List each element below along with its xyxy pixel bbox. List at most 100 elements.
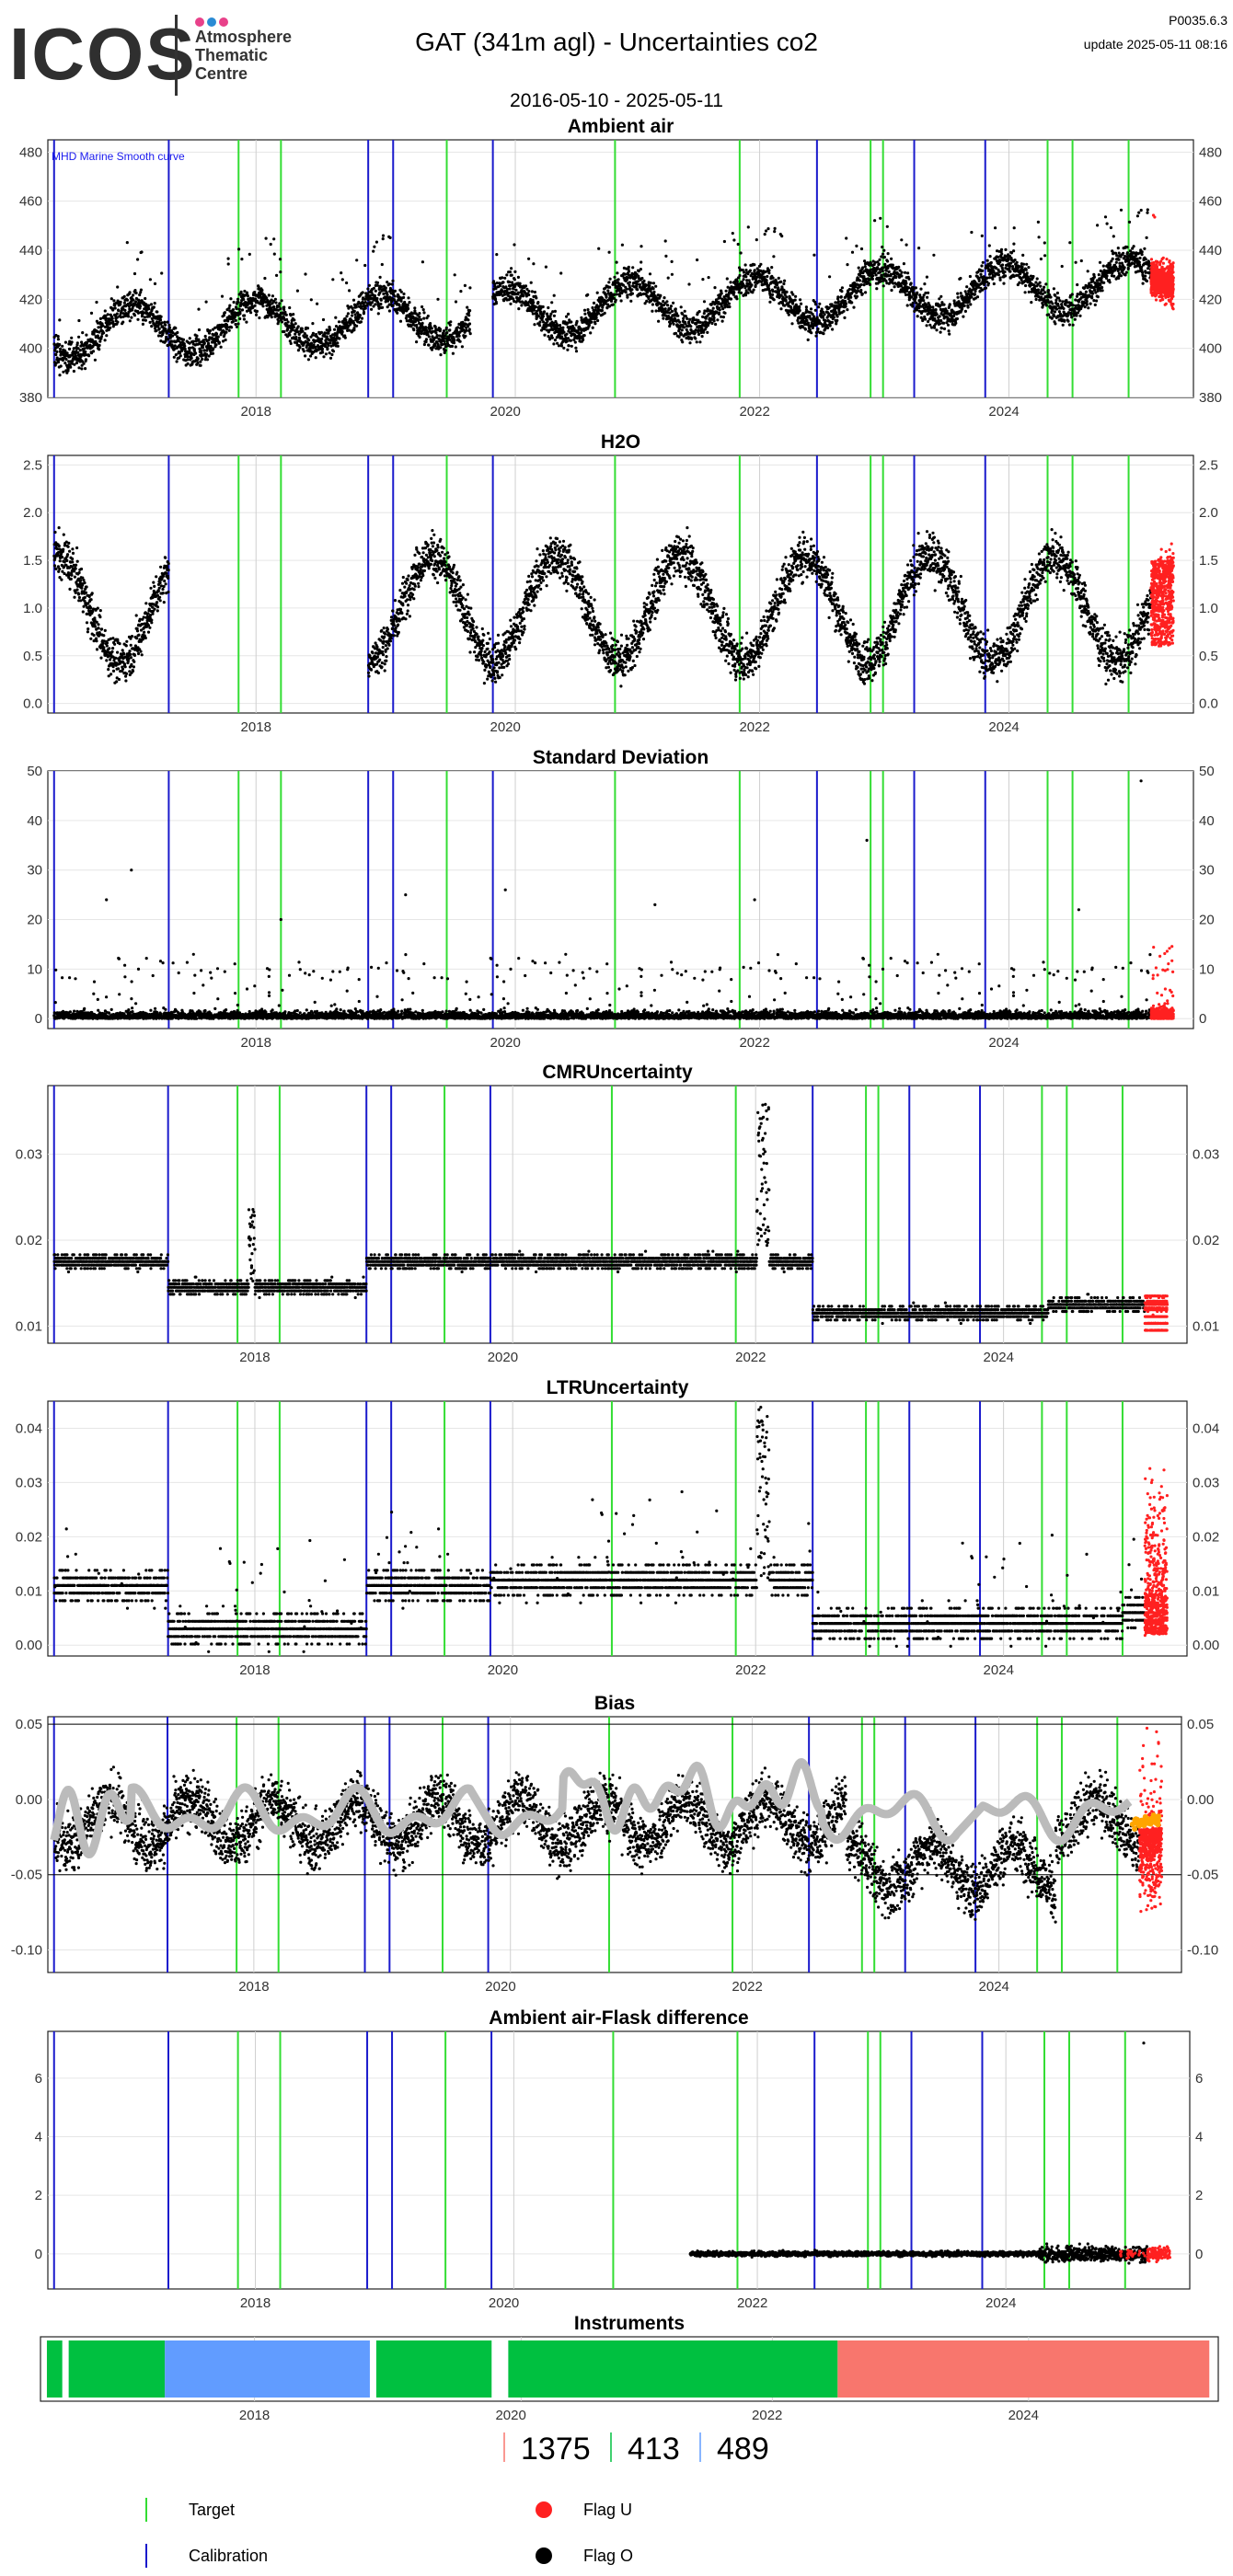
plot-area <box>48 455 1193 713</box>
plot-area <box>48 1717 1181 1972</box>
y-tick-label-right: 50 <box>1199 764 1215 779</box>
y-tick-label: 0 <box>35 1011 42 1027</box>
x-tick-label: 2024 <box>988 404 1019 420</box>
chart-title: Bias <box>594 1693 635 1714</box>
y-tick-label-right: 0.0 <box>1199 696 1218 712</box>
flag-u-points <box>1119 2245 1171 2264</box>
version-label: P0035.6.3 <box>1169 13 1227 28</box>
x-tick-label: 2024 <box>984 1350 1014 1365</box>
flag-u-points <box>1149 945 1175 1020</box>
chart-title: Instruments <box>574 2313 685 2334</box>
update-timestamp: update 2025-05-11 08:16 <box>1083 37 1227 52</box>
x-tick-label: 2022 <box>739 404 769 420</box>
y-tick-label: -0.05 <box>11 1868 42 1883</box>
x-tick-label: 2020 <box>490 404 520 420</box>
y-tick-label-right: 460 <box>1199 194 1222 210</box>
x-tick-label: 2022 <box>735 1662 766 1678</box>
y-tick-label-right: 0 <box>1195 2247 1203 2262</box>
y-tick-label-right: 440 <box>1199 243 1222 259</box>
y-tick-label: 1.0 <box>23 601 42 616</box>
flag-o-points <box>52 526 1153 688</box>
y-tick-label: 440 <box>19 243 42 259</box>
flag-u-points <box>1143 1294 1170 1332</box>
y-tick-label-right: 2.5 <box>1199 457 1218 473</box>
flag-o-points <box>688 2041 1149 2265</box>
y-tick-label: 0.05 <box>16 1717 42 1732</box>
x-tick-label: 2018 <box>239 1662 270 1678</box>
chart-bias: Bias -0.10 -0.10 -0.05 -0.05 0.00 0.00 0.05 0.05… <box>11 1693 1218 1995</box>
y-tick-label-right: -0.10 <box>1187 1942 1218 1958</box>
x-tick-label: 2018 <box>241 1035 271 1051</box>
legend-flag-u-swatch <box>536 2501 552 2518</box>
flag-u-points <box>1143 1466 1169 1638</box>
y-tick-label: 0.00 <box>16 1792 42 1808</box>
y-tick-label-right: 0.00 <box>1193 1638 1219 1653</box>
x-tick-label: 2022 <box>735 1350 766 1365</box>
plot-area <box>48 1086 1187 1343</box>
chart-title: Standard Deviation <box>533 747 709 768</box>
y-tick-label: 0.03 <box>16 1147 42 1163</box>
y-tick-label-right: 400 <box>1199 341 1222 357</box>
instrument-segment <box>165 2340 370 2398</box>
y-tick-label: 0.03 <box>16 1475 42 1490</box>
flag-o-points <box>52 779 1153 1020</box>
y-tick-label: 2 <box>35 2188 42 2203</box>
bias-smooth-curve <box>50 1758 1133 1858</box>
logo-subtitle: Atmosphere Thematic Centre <box>195 28 292 83</box>
y-tick-label-right: 40 <box>1199 813 1215 829</box>
bias-orange-points <box>1129 1812 1161 1832</box>
plot-frame <box>47 1400 1188 1657</box>
y-tick-label: 420 <box>19 292 42 307</box>
plot-area <box>48 771 1193 1029</box>
plot-area <box>48 1401 1187 1656</box>
plot-frame <box>47 454 1194 714</box>
y-tick-label: 480 <box>19 144 42 160</box>
x-tick-label: 2020 <box>490 719 520 735</box>
flag-u-points <box>1149 542 1175 648</box>
x-tick-label: 2022 <box>739 719 769 735</box>
flag-o-points <box>52 208 1153 377</box>
icos-logo: ICOS <box>9 13 197 95</box>
chart-title: CMRUncertainty <box>542 1062 693 1083</box>
y-tick-label: 400 <box>19 341 42 357</box>
plot-frame <box>47 2030 1191 2290</box>
y-tick-label-right: 20 <box>1199 913 1215 928</box>
y-tick-label: 0.0 <box>23 696 42 712</box>
chart-title: Ambient air-Flask difference <box>489 2007 748 2029</box>
y-tick-label-right: 1.5 <box>1199 553 1218 569</box>
logo-divider <box>175 15 178 96</box>
y-tick-label-right: 380 <box>1199 390 1222 406</box>
chart-annotation: MHD Marine Smooth curve <box>52 150 185 163</box>
instrument-count: 489 <box>717 2432 769 2467</box>
legend-calibration-swatch <box>145 2544 147 2568</box>
logo-dot <box>219 17 228 27</box>
y-tick-label-right: 0.05 <box>1187 1717 1214 1732</box>
instrument-segment <box>46 2340 63 2398</box>
y-tick-label: 40 <box>27 813 42 829</box>
instrument-segment <box>837 2340 1210 2398</box>
y-tick-label: 50 <box>27 764 42 779</box>
y-tick-label: 30 <box>27 863 42 879</box>
chart-title: LTRUncertainty <box>547 1377 689 1398</box>
chart-ltr: LTRUncertainty 0.00 0.00 0.01 0.01 0.02 0.02 0.… <box>16 1377 1219 1678</box>
y-tick-label-right: 0.01 <box>1193 1583 1219 1599</box>
y-tick-label-right: 4 <box>1195 2130 1203 2145</box>
page-title: GAT (341m agl) - Uncertainties co2 <box>415 28 818 56</box>
chart-flask: Ambient air-Flask difference 0 0 2 2 4 4 6 6 2018… <box>35 2007 1204 2311</box>
x-tick-label: 2024 <box>988 719 1019 735</box>
x-tick-label: 2020 <box>490 1035 520 1051</box>
x-tick-label: 2020 <box>488 1350 518 1365</box>
x-tick-label: 2018 <box>240 2295 271 2311</box>
y-tick-label-right: 1.0 <box>1199 601 1218 616</box>
y-tick-label: -0.10 <box>11 1942 42 1958</box>
y-tick-label: 1.5 <box>23 553 42 569</box>
y-tick-label: 0 <box>35 2247 42 2262</box>
y-tick-label: 380 <box>19 390 42 406</box>
y-tick-label-right: 0.02 <box>1193 1233 1219 1248</box>
x-tick-label: 2022 <box>752 2408 782 2423</box>
legend-calibration-label: Calibration <box>189 2547 269 2565</box>
y-tick-label-right: -0.05 <box>1187 1868 1218 1883</box>
logo-dot <box>207 17 216 27</box>
